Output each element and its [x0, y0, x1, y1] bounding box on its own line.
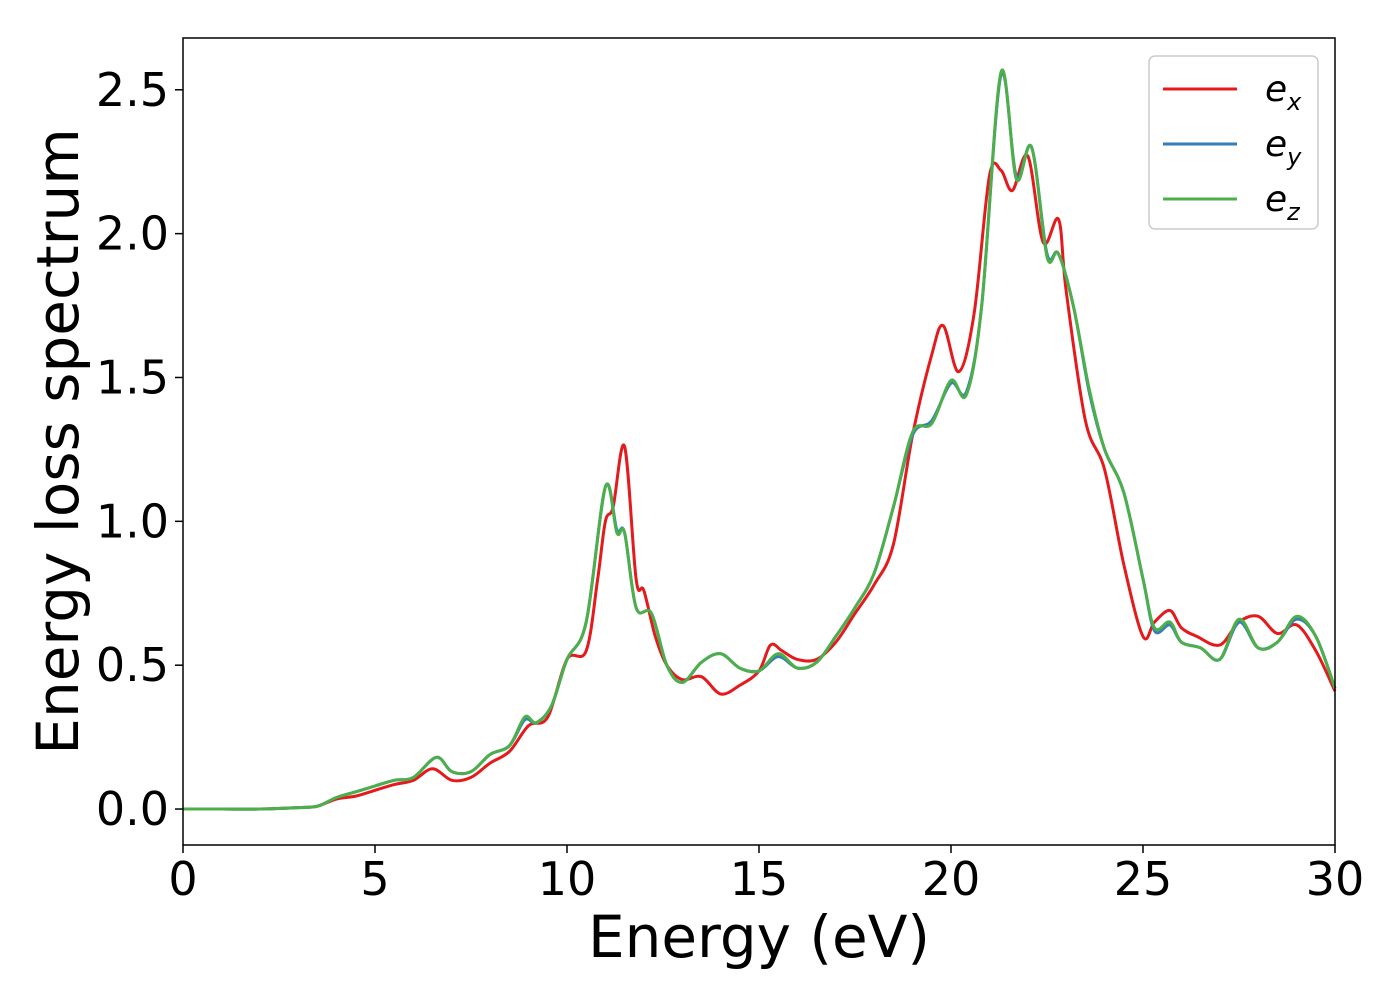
x-tick-label: 5: [360, 852, 389, 906]
series-line-ez: [183, 68, 1337, 811]
x-tick-label: 20: [922, 852, 981, 906]
y-tick-label: 2.0: [96, 207, 169, 261]
x-tick-label: 10: [538, 852, 597, 906]
series-line-ex: [183, 153, 1337, 811]
y-tick-label: 1.0: [96, 494, 169, 548]
y-tick-label: 0.0: [96, 782, 169, 836]
x-tick-label: 30: [1306, 852, 1365, 906]
x-axis-ticks: 0 5 10 15 20 25 30: [168, 845, 1364, 906]
y-tick-label: 2.5: [96, 63, 169, 117]
x-tick-label: 25: [1114, 852, 1173, 906]
y-axis-ticks: 0.0 0.5 1.0 1.5 2.0 2.5: [96, 63, 183, 836]
x-tick-label: 0: [168, 852, 197, 906]
y-tick-label: 0.5: [96, 638, 169, 692]
x-axis-label: Energy (eV): [588, 903, 930, 971]
y-axis-label: Energy loss spectrum: [24, 128, 92, 754]
x-tick-label: 15: [730, 852, 789, 906]
y-tick-label: 1.5: [96, 350, 169, 404]
series-layer: [183, 68, 1337, 811]
